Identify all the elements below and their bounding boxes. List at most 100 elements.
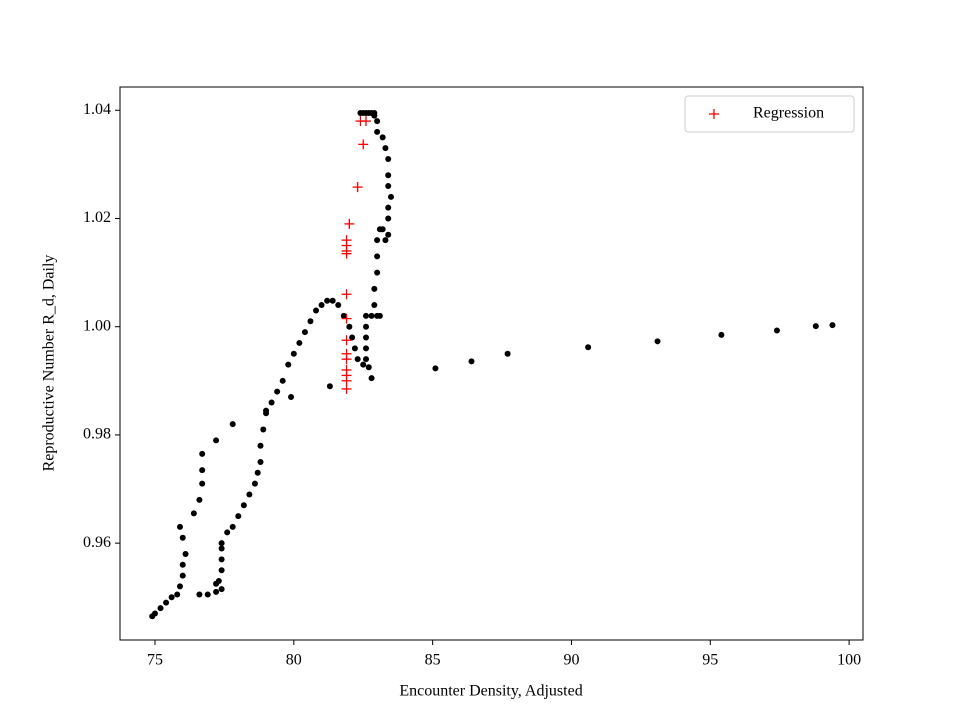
- data-point: [718, 331, 725, 338]
- regression-point: [361, 116, 372, 127]
- data-point: [168, 594, 175, 601]
- data-point: [374, 253, 381, 260]
- legend-marker: [709, 109, 719, 119]
- data-point: [385, 231, 392, 238]
- data-point: [363, 312, 370, 319]
- data-point: [363, 323, 370, 330]
- regression-point: [341, 335, 352, 346]
- x-tick-label: 90: [563, 652, 579, 669]
- data-point: [360, 361, 367, 368]
- data-point: [179, 561, 186, 568]
- data-point: [363, 109, 370, 116]
- y-axis-label: Reproductive Number R_d, Daily: [41, 255, 58, 472]
- data-point: [371, 285, 378, 292]
- data-point: [218, 540, 225, 547]
- x-axis-label: Encounter Density, Adjusted: [399, 683, 582, 700]
- data-point: [374, 269, 381, 276]
- data-point: [218, 567, 225, 574]
- data-point: [313, 307, 320, 314]
- y-tick-label: 0.98: [83, 426, 111, 443]
- x-tick-label: 75: [147, 652, 163, 669]
- data-point: [307, 318, 314, 325]
- data-point: [318, 302, 325, 309]
- data-point: [357, 109, 364, 116]
- regression-point: [341, 235, 352, 246]
- data-point: [224, 529, 231, 536]
- data-point: [157, 605, 164, 612]
- data-point: [257, 442, 264, 449]
- data-point: [257, 458, 264, 465]
- data-point: [196, 496, 203, 503]
- data-point: [504, 350, 511, 357]
- data-point: [163, 599, 170, 606]
- data-point: [346, 323, 353, 330]
- y-tick-label: 1.02: [83, 209, 111, 226]
- x-tick-label: 85: [425, 652, 441, 669]
- data-point: [324, 297, 331, 304]
- data-point: [218, 586, 225, 593]
- data-point: [773, 327, 780, 334]
- data-point: [382, 145, 389, 152]
- regression-point: [341, 364, 352, 375]
- data-point: [387, 193, 394, 200]
- regression-point: [358, 139, 369, 150]
- data-point: [368, 312, 375, 319]
- data-point: [288, 394, 295, 401]
- data-point: [376, 312, 383, 319]
- data-point: [363, 334, 370, 341]
- regression-point: [341, 313, 352, 324]
- data-point: [374, 237, 381, 244]
- data-point: [351, 345, 358, 352]
- data-point: [263, 407, 270, 414]
- data-point: [179, 572, 186, 579]
- data-point: [290, 350, 297, 357]
- data-point: [229, 523, 236, 530]
- data-point: [379, 134, 386, 141]
- data-point: [174, 591, 181, 598]
- data-point: [254, 469, 261, 476]
- data-point: [385, 215, 392, 222]
- regression-point: [352, 182, 363, 193]
- data-point: [379, 226, 386, 233]
- regression-point: [341, 289, 352, 300]
- data-point: [199, 450, 206, 457]
- data-point: [812, 323, 819, 330]
- data-point: [176, 523, 183, 530]
- plot-frame: [119, 86, 864, 641]
- data-point: [251, 480, 258, 487]
- data-point: [829, 322, 836, 329]
- x-tick-label: 80: [286, 652, 302, 669]
- data-point: [301, 329, 308, 336]
- legend-box: [684, 95, 855, 133]
- data-point: [268, 399, 275, 406]
- data-point: [585, 344, 592, 351]
- data-point: [326, 383, 333, 390]
- data-point: [432, 365, 439, 372]
- data-point: [218, 556, 225, 563]
- data-point: [196, 591, 203, 598]
- data-point: [246, 491, 253, 498]
- data-point: [385, 172, 392, 179]
- data-point: [385, 183, 392, 190]
- data-point: [213, 588, 220, 595]
- data-point: [240, 502, 247, 509]
- data-point: [182, 550, 189, 557]
- data-point: [285, 361, 292, 368]
- data-point: [229, 421, 236, 428]
- data-point: [260, 426, 267, 433]
- data-point: [340, 312, 347, 319]
- data-point: [349, 334, 356, 341]
- data-point: [363, 356, 370, 363]
- data-point: [374, 118, 381, 125]
- data-point: [654, 338, 661, 345]
- data-point: [374, 128, 381, 135]
- legend-label: Regression: [753, 105, 824, 122]
- y-tick-label: 1.04: [83, 101, 111, 118]
- y-tick-label: 0.96: [83, 534, 111, 551]
- data-point: [385, 155, 392, 162]
- data-point: [279, 377, 286, 384]
- data-point: [199, 480, 206, 487]
- data-point: [363, 345, 370, 352]
- regression-point: [341, 348, 352, 359]
